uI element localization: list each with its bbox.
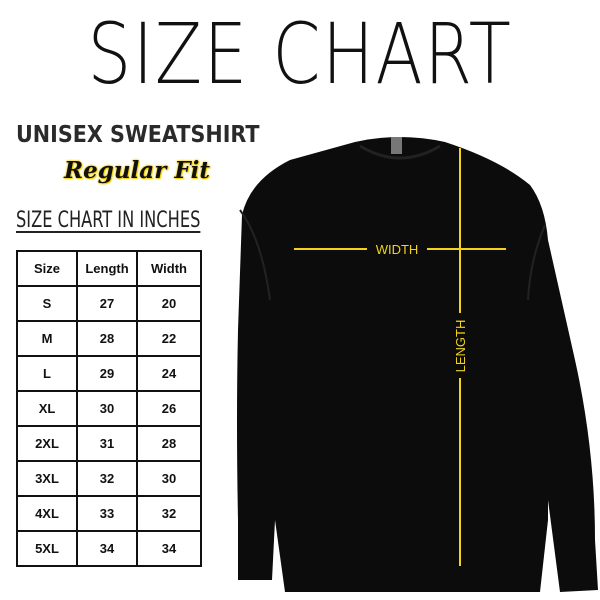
width-label: WIDTH [376, 242, 419, 257]
table-header-row: Size Length Width [16, 250, 202, 287]
table-cell: 28 [76, 320, 138, 357]
table-row: 2XL 31 28 [16, 425, 202, 462]
table-cell: 29 [76, 355, 138, 392]
sweatshirt-body [237, 137, 598, 592]
column-header: Length [76, 250, 138, 287]
table-cell: 20 [136, 285, 202, 322]
table-row: L 29 24 [16, 355, 202, 392]
table-cell: L [16, 355, 78, 392]
table-cell: 34 [136, 530, 202, 567]
table-cell: 33 [76, 495, 138, 532]
table-cell: 31 [76, 425, 138, 462]
table-caption: SIZE CHART IN INCHES [16, 208, 201, 233]
table-cell: 26 [136, 390, 202, 427]
table-row: 3XL 32 30 [16, 460, 202, 497]
table-cell: 30 [76, 390, 138, 427]
table-row: M 28 22 [16, 320, 202, 357]
table-cell: S [16, 285, 78, 322]
table-cell: 22 [136, 320, 202, 357]
product-name: UNISEX SWEATSHIRT [16, 122, 260, 148]
length-label: LENGTH [453, 320, 468, 373]
table-cell: 34 [76, 530, 138, 567]
table-row: S 27 20 [16, 285, 202, 322]
size-table: Size Length Width S 27 20 M 28 22 L 29 24 XL 30 26 2XL 3… [16, 250, 202, 567]
table-cell: 32 [76, 460, 138, 497]
table-cell: XL [16, 390, 78, 427]
table-cell: 4XL [16, 495, 78, 532]
table-cell: M [16, 320, 78, 357]
fit-label: Regular Fit [64, 157, 211, 184]
table-cell: 2XL [16, 425, 78, 462]
table-cell: 32 [136, 495, 202, 532]
table-cell: 27 [76, 285, 138, 322]
table-cell: 24 [136, 355, 202, 392]
table-cell: 28 [136, 425, 202, 462]
table-row: XL 30 26 [16, 390, 202, 427]
column-header: Size [16, 250, 78, 287]
table-cell: 5XL [16, 530, 78, 567]
tag-label [391, 137, 402, 154]
column-header: Width [136, 250, 202, 287]
table-cell: 3XL [16, 460, 78, 497]
table-row: 5XL 34 34 [16, 530, 202, 567]
table-cell: 30 [136, 460, 202, 497]
table-row: 4XL 33 32 [16, 495, 202, 532]
page-title: SIZE CHART [87, 5, 513, 103]
